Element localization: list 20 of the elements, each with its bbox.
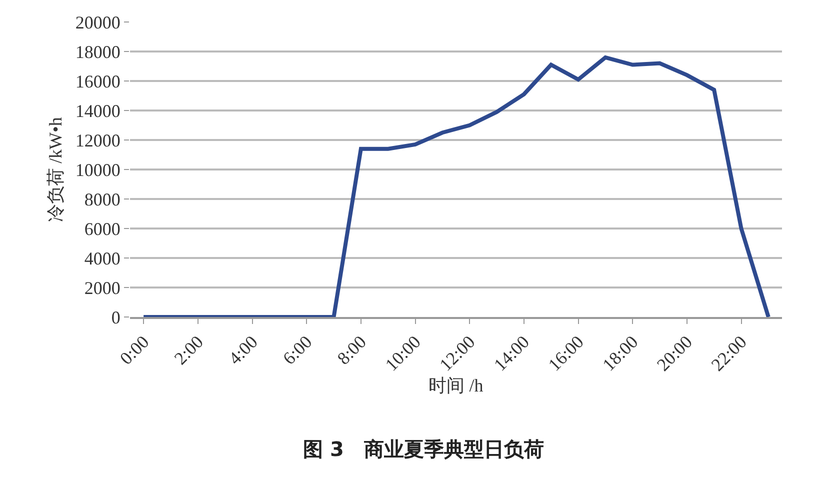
y-tick-label: 2000 bbox=[84, 278, 120, 298]
y-tick-label: 18000 bbox=[75, 42, 120, 62]
x-tick-label: 4:00 bbox=[224, 332, 262, 368]
y-tick-label: 0 bbox=[111, 307, 120, 328]
x-tick-label: 8:00 bbox=[333, 332, 370, 368]
x-tick-label: 6:00 bbox=[278, 332, 316, 368]
y-tick-label: 20000 bbox=[75, 12, 120, 32]
y-tick-label: 12000 bbox=[75, 130, 120, 150]
x-tick-label: 0:00 bbox=[116, 332, 153, 368]
line-series bbox=[142, 55, 770, 317]
x-axis-title: 时间 /h bbox=[428, 375, 484, 396]
y-tick-label: 4000 bbox=[84, 248, 120, 268]
y-axis-title: 冷负荷 /kW•h bbox=[46, 117, 66, 222]
y-tick-label: 14000 bbox=[75, 100, 120, 121]
text: 图 3 商业夏季典型日负荷 bbox=[303, 437, 544, 461]
y-tick-label: 16000 bbox=[75, 71, 120, 92]
y-tick-label: 6000 bbox=[84, 218, 120, 239]
y-tick-label: 10000 bbox=[75, 160, 120, 180]
x-tick-label: 2:00 bbox=[170, 332, 208, 368]
y-tick-label: 8000 bbox=[84, 189, 120, 210]
